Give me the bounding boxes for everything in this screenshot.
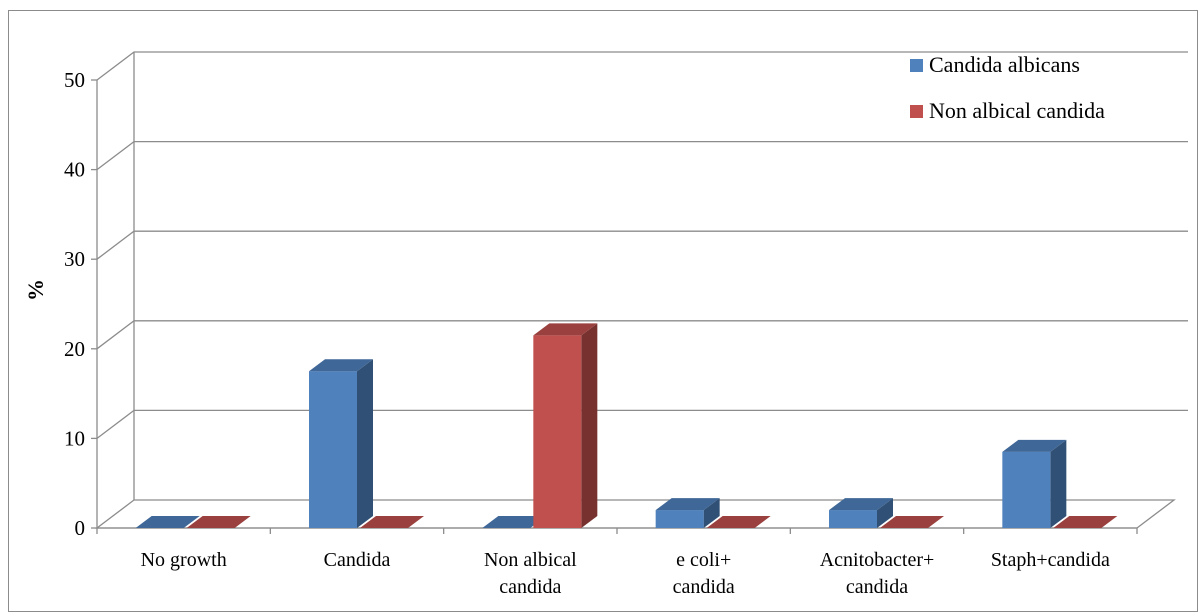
bar-top [309, 359, 373, 372]
bar-side [357, 359, 373, 528]
y-tick-label: 40 [64, 158, 85, 182]
bar-top [829, 498, 893, 511]
y-tick-label: 30 [64, 247, 85, 271]
x-tick-label: Non albical [484, 549, 577, 571]
bar-top [706, 516, 771, 528]
axis-layer [91, 52, 1138, 534]
tick-label-layer: 0 10 20 30 40 50 [64, 68, 85, 540]
legend-swatch [910, 59, 923, 72]
x-tick-label: No growth [141, 549, 227, 571]
x-tick-label: Staph+candida [991, 549, 1110, 571]
legend-label: Non albical candida [929, 98, 1105, 123]
legend-label: Candida albicans [929, 52, 1080, 77]
gridline [96, 409, 1188, 439]
legend: Candida albicans Non albical candida [910, 52, 1105, 123]
bar [1002, 451, 1051, 528]
y-tick-label: 20 [64, 337, 85, 361]
bar-side [581, 323, 598, 528]
x-tick-label: Candida [324, 549, 391, 571]
gridline [96, 320, 1188, 350]
category-label-layer: No growth Candida Non albical candida e coli… [141, 549, 1110, 598]
bar-side [877, 498, 893, 528]
x-tick-label: candida [673, 576, 735, 598]
y-tick-label: 10 [64, 426, 85, 450]
bar [829, 510, 877, 528]
bar-layer [135, 323, 1118, 528]
bar-side [1050, 439, 1067, 528]
x-tick-label: Acnitobacter+ [820, 549, 935, 571]
bar-top [655, 498, 720, 511]
bar [533, 335, 582, 528]
gridline [96, 230, 1188, 260]
bar-top [1053, 516, 1118, 528]
y-tick-label: 0 [75, 516, 86, 540]
x-tick-label: candida [499, 576, 561, 598]
bar-top [360, 516, 424, 528]
bar-top [1002, 439, 1067, 452]
bar-top [482, 516, 547, 528]
gridline [96, 140, 1188, 171]
x-tick-label: candida [846, 576, 908, 598]
bar-top [186, 516, 251, 528]
y-axis-label: % [23, 279, 48, 301]
bar-top [533, 323, 598, 336]
bar [655, 510, 704, 528]
legend-swatch [910, 105, 923, 118]
bar-side [703, 498, 720, 528]
y-tick-label: 50 [64, 68, 85, 92]
bar [309, 371, 357, 528]
bar-top [880, 516, 944, 528]
bar-top [135, 516, 200, 528]
x-tick-label: e coli+ [676, 549, 731, 571]
